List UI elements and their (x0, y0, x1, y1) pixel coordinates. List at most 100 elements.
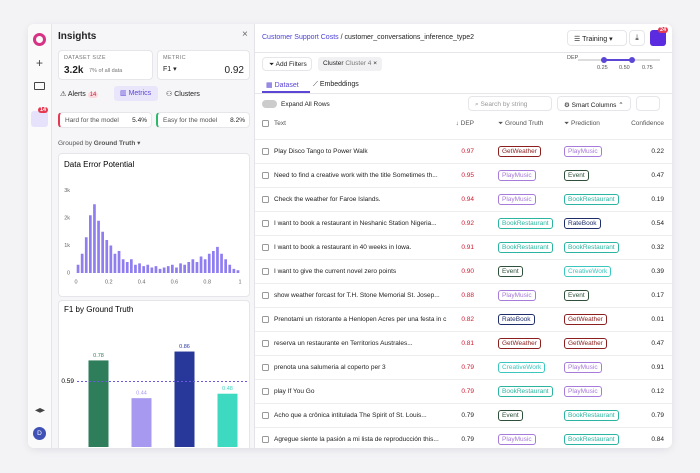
table-row[interactable]: I want to give the current novel zero po… (255, 259, 672, 283)
checkbox[interactable] (262, 412, 269, 419)
metric-select[interactable]: F1 ▾ (163, 66, 177, 73)
learn-icon[interactable] (35, 408, 45, 413)
alerts-button[interactable] (650, 30, 666, 46)
tab-label[interactable]: Metrics (128, 90, 152, 97)
label-tag: CreativeWork (564, 266, 612, 277)
folder-icon[interactable] (34, 82, 45, 90)
label-tag: PlayMusic (564, 362, 602, 373)
slider-thumb[interactable] (601, 57, 607, 63)
tab-label[interactable]: Dataset (274, 82, 299, 89)
columns-select[interactable]: ⚙ Smart Columns ⌃ (557, 96, 631, 111)
insights-panel: Insights × DATASET SIZE 3.2k 7% of all d… (52, 24, 255, 448)
select-value[interactable]: F1 (163, 66, 172, 73)
dep-cell: 0.95 (461, 172, 474, 179)
alerts-tab[interactable]: ⚠ Alerts 14 (60, 91, 99, 98)
column-header[interactable]: ⏷ Ground Truth (498, 120, 544, 127)
text-cell: prenota una salumeria al coperto per 3 (274, 364, 386, 371)
histogram-bar (203, 259, 207, 273)
checkbox[interactable] (262, 388, 269, 395)
checkbox[interactable] (262, 172, 269, 179)
table-row[interactable]: I want to book a restaurant in 40 weeks … (255, 235, 672, 259)
label: METRIC (163, 55, 186, 61)
checkbox[interactable] (262, 340, 269, 347)
table-row[interactable]: Need to find a creative work with the ti… (255, 163, 672, 187)
placeholder: Search by string (480, 101, 528, 108)
hard-card[interactable]: Hard for the model 5.4% (58, 112, 152, 128)
table-row[interactable]: prenota una salumeria al coperto per 3 0.… (255, 355, 672, 379)
table-row[interactable]: reserva un restaurante en Territorios Au… (255, 331, 672, 355)
value-label: 0.78 (93, 353, 104, 359)
split-value[interactable]: Training (582, 36, 608, 43)
header-label[interactable]: Ground Truth (505, 120, 544, 127)
close-button[interactable]: × (242, 29, 248, 40)
add-filters[interactable]: ⏷ Add Filters (262, 57, 312, 71)
tab-label[interactable]: Clusters (174, 91, 200, 98)
logo[interactable] (33, 33, 46, 46)
label: Hard for the model (65, 117, 119, 124)
column-header[interactable]: Text (274, 120, 286, 127)
table-row[interactable]: play If You Go 0.79 BookRestaurant PlayMusi… (255, 379, 672, 403)
checkbox[interactable] (262, 436, 269, 443)
checkbox[interactable] (262, 120, 269, 127)
download-button[interactable]: ⤓ (629, 30, 645, 46)
table-row[interactable]: I want to book a restaurant in Neshanic … (255, 211, 672, 235)
dep-cell: 0.92 (461, 220, 474, 227)
chip-key: Cluster (323, 60, 344, 67)
toggle[interactable] (262, 100, 277, 108)
histogram-bar (162, 267, 166, 273)
panel-title: Insights (58, 31, 97, 42)
confidence-cell: 0.54 (651, 220, 664, 227)
table-row[interactable]: Play Disco Tango to Power Walk 0.97 GetWea… (255, 139, 672, 163)
x-tick-label: 0.6 (171, 279, 179, 285)
header-label[interactable]: Prediction (571, 120, 600, 127)
layout-button[interactable] (636, 96, 660, 111)
new-icon[interactable]: + (36, 56, 44, 70)
checkbox[interactable] (262, 196, 269, 203)
tab-label[interactable]: Embeddings (319, 81, 359, 88)
checkbox[interactable] (262, 292, 269, 299)
metrics-tab[interactable]: ▥ Metrics (114, 86, 158, 101)
column-header[interactable]: Confidence (631, 120, 664, 127)
column-header[interactable]: ⏷ Prediction (564, 120, 600, 127)
button-label[interactable]: Add Filters (275, 61, 307, 68)
checkbox[interactable] (262, 148, 269, 155)
histogram-bar (158, 268, 162, 273)
x-tick-label: 0.4 (138, 279, 146, 285)
tab-label[interactable]: Alerts (67, 91, 86, 98)
grouped-by[interactable]: Grouped by Ground Truth ▾ (58, 140, 141, 147)
select-label[interactable]: Smart Columns (571, 102, 617, 109)
dataset-tab[interactable]: ▦ Dataset (266, 82, 299, 89)
slider-label: DEP (567, 55, 579, 61)
histogram-bar (199, 256, 203, 273)
checkbox[interactable] (262, 316, 269, 323)
header-label[interactable]: DEP (460, 120, 474, 127)
easy-card[interactable]: Easy for the model 8.2% (156, 112, 250, 128)
embeddings-tab[interactable]: ⟋ Embeddings (313, 81, 359, 88)
value-label: 0.48 (222, 386, 233, 392)
table-row[interactable]: Acho que a crônica intitulada The Spirit… (255, 403, 672, 427)
checkbox[interactable] (262, 268, 269, 275)
dep-cell: 0.91 (461, 244, 474, 251)
slider-tick: 0.50 (619, 65, 630, 71)
clusters-tab[interactable]: ⚇ Clusters (166, 91, 200, 98)
crumb[interactable]: Customer Support Costs (262, 34, 339, 41)
filter-chip[interactable]: Cluster Cluster 4 × (318, 57, 383, 71)
split-select[interactable]: ☰ Training ▾ (567, 30, 627, 46)
table-row[interactable]: show weather forcast for T.H. Stone Memo… (255, 283, 672, 307)
column-header[interactable]: ↓ DEP (455, 120, 474, 127)
insights-icon[interactable] (31, 111, 48, 127)
checkbox[interactable] (262, 244, 269, 251)
table-row[interactable]: Agregue siente la pasión a mi lista de r… (255, 427, 672, 448)
alerts-badge: 14 (38, 107, 49, 113)
slider-thumb[interactable] (629, 57, 635, 63)
avatar[interactable]: D (33, 427, 46, 440)
histogram-bar (183, 264, 186, 273)
table-row[interactable]: Check the weather for Faroe Islands. 0.94… (255, 187, 672, 211)
table-row[interactable]: Prenotami un ristorante a Henlopen Acres… (255, 307, 672, 331)
checkbox[interactable] (262, 220, 269, 227)
search-input[interactable]: ⌕ Search by string (468, 96, 552, 111)
group-value[interactable]: Ground Truth (93, 140, 136, 147)
histogram-bar (195, 262, 199, 273)
checkbox[interactable] (262, 364, 269, 371)
label: DATASET SIZE (64, 55, 106, 61)
